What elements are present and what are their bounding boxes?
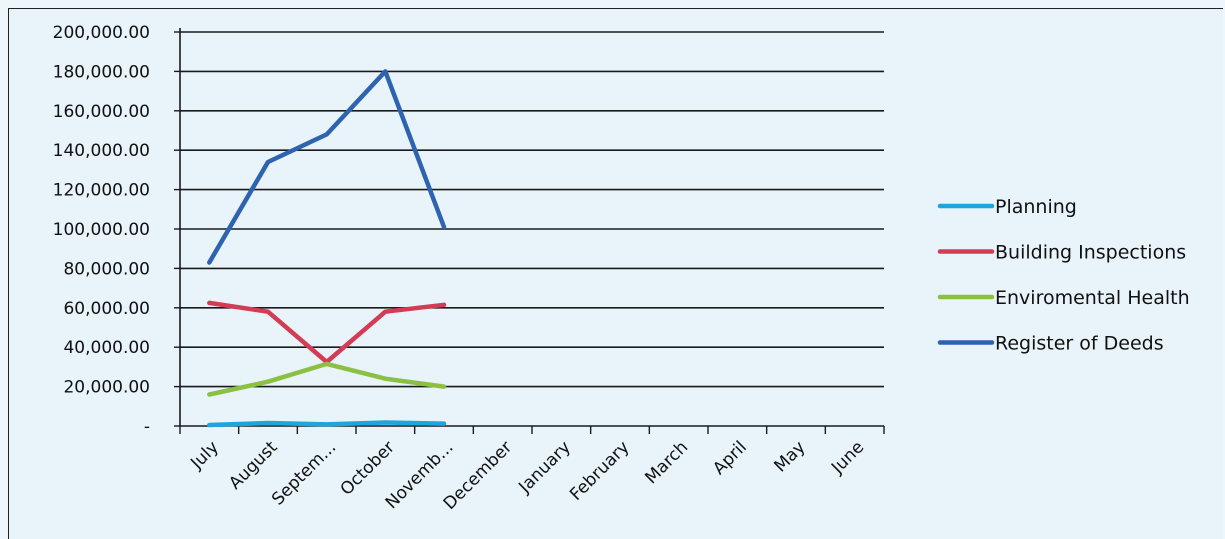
y-tick-label: 20,000.00: [63, 378, 150, 398]
series-lines: [209, 71, 444, 425]
x-tick-label: January: [514, 437, 574, 497]
x-tick-label: February: [566, 437, 633, 504]
series-line-building-inspections: [209, 303, 444, 362]
y-tick-label: 140,000.00: [53, 141, 150, 161]
legend-label: Register of Deeds: [995, 333, 1164, 355]
y-tick-label: 80,000.00: [63, 259, 150, 279]
x-axis-tick-labels: July AugustSeptem...OctoberNovemb...Decem…: [186, 437, 868, 514]
legend-label: Planning: [995, 196, 1077, 218]
series-line-enviromental-health: [209, 364, 444, 395]
y-tick-label: 180,000.00: [53, 62, 150, 82]
y-tick-label: 120,000.00: [53, 181, 150, 201]
x-tick-label: Septem...: [268, 437, 340, 509]
y-axis-tick-labels: - 20,000.00 40,000.00 60,000.00 80,000.00 100…: [53, 23, 150, 437]
series-line-planning: [209, 423, 444, 426]
legend: Planning Building Inspections Enviromental…: [940, 196, 1190, 355]
x-tick-label: April: [709, 437, 751, 479]
legend-label: Enviromental Health: [995, 287, 1190, 309]
y-tick-label: -: [144, 417, 150, 437]
x-tick-label: June: [827, 437, 868, 478]
y-tick-label: 100,000.00: [53, 220, 150, 240]
y-tick-label: 60,000.00: [63, 299, 150, 319]
y-tick-label: 160,000.00: [53, 102, 150, 122]
series-line-register-of-deeds: [209, 71, 444, 262]
x-tick-label: May: [771, 437, 810, 476]
gridlines: [180, 32, 884, 387]
legend-label: Building Inspections: [995, 242, 1186, 264]
axes: [174, 28, 884, 434]
x-tick-label: July: [186, 437, 222, 473]
y-tick-label: 40,000.00: [63, 338, 150, 358]
y-tick-label: 200,000.00: [53, 23, 150, 43]
x-tick-label: March: [641, 437, 692, 488]
x-tick-label: August: [225, 437, 281, 493]
